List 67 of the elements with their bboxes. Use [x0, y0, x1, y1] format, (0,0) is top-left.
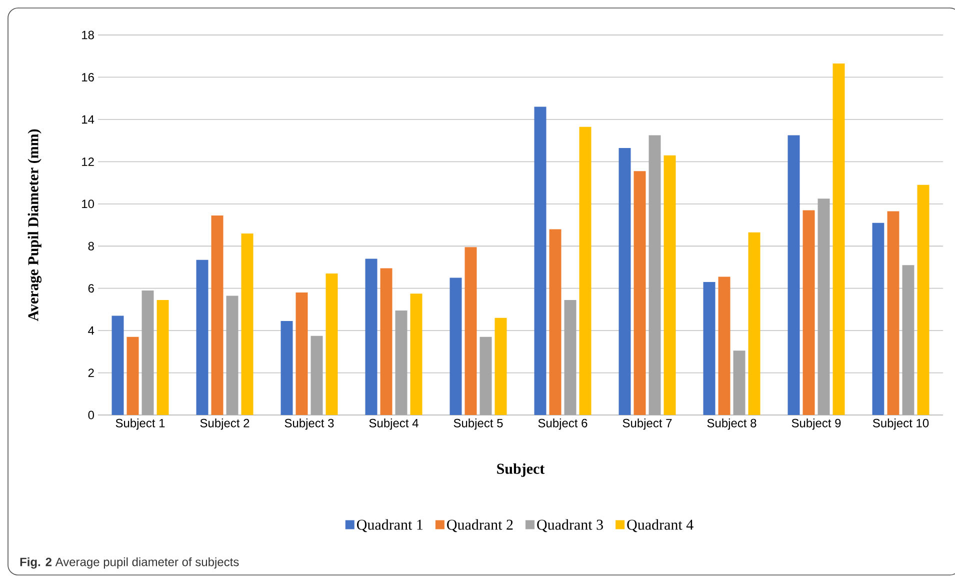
bar	[142, 290, 154, 415]
y-axis-title: Average Pupil Diameter (mm)	[28, 129, 42, 322]
bar	[788, 135, 800, 415]
bar	[664, 155, 676, 415]
x-tick-label: Subject 5	[454, 418, 503, 430]
bar	[703, 282, 716, 415]
bar	[534, 106, 546, 415]
x-tick-label: Subject 6	[538, 418, 588, 430]
bar	[226, 296, 238, 415]
x-tick-label: Subject 9	[792, 418, 841, 430]
bar	[802, 210, 815, 415]
bar	[395, 310, 408, 415]
bar	[618, 148, 631, 415]
bar	[832, 64, 845, 415]
x-tick-label: Subject 2	[200, 418, 250, 430]
bar	[326, 274, 338, 415]
bar	[464, 247, 477, 415]
bar	[902, 265, 914, 415]
bar	[280, 321, 293, 415]
bar	[887, 211, 900, 415]
text: Fig. 2 Average pupil diameter of subjects	[20, 557, 239, 569]
bar	[410, 294, 422, 415]
y-tick-label: 8	[88, 242, 94, 250]
bar	[196, 260, 208, 415]
bar	[156, 300, 169, 415]
bar	[917, 184, 930, 415]
bar	[365, 258, 378, 415]
x-tick-label: Subject 4	[369, 418, 418, 430]
bar	[480, 336, 492, 415]
y-tick-label: 2	[88, 368, 94, 377]
bar	[494, 318, 507, 415]
bar	[211, 216, 224, 415]
bar	[748, 232, 760, 415]
bar	[634, 171, 646, 415]
x-tick-label: Subject 1	[116, 418, 165, 430]
bar	[450, 278, 462, 415]
x-tick-label: Subject 10	[872, 418, 929, 430]
y-tick-label: 6	[88, 284, 94, 293]
x-tick-label: Subject 8	[707, 418, 756, 430]
x-axis-title: Subject	[497, 463, 545, 477]
y-tick-label: 14	[82, 115, 94, 124]
bar	[549, 229, 562, 415]
x-tick-label: Subject 3	[284, 418, 334, 430]
legend-label: Quadrant 3	[537, 519, 603, 532]
bar	[380, 268, 392, 415]
bar	[872, 222, 884, 415]
bar	[648, 135, 661, 415]
legend-label: Quadrant 1	[356, 519, 423, 532]
bar	[564, 300, 576, 415]
bar	[296, 292, 308, 415]
y-tick-label: 12	[82, 157, 94, 166]
y-tick-label: 10	[82, 200, 94, 208]
legend-label: Quadrant 2	[447, 519, 513, 532]
bar	[733, 350, 746, 415]
y-tick-label: 0	[88, 410, 94, 420]
bar	[126, 336, 139, 415]
bar	[718, 276, 730, 415]
y-tick-label: 4	[88, 326, 94, 335]
bar	[310, 336, 323, 415]
bar	[579, 126, 592, 415]
bar	[818, 198, 830, 415]
y-tick-label: 16	[82, 72, 94, 82]
bar	[112, 316, 124, 415]
bar	[241, 233, 254, 415]
legend-label: Quadrant 4	[627, 519, 694, 532]
y-tick-label: 18	[82, 30, 94, 40]
x-tick-label: Subject 7	[622, 418, 672, 430]
